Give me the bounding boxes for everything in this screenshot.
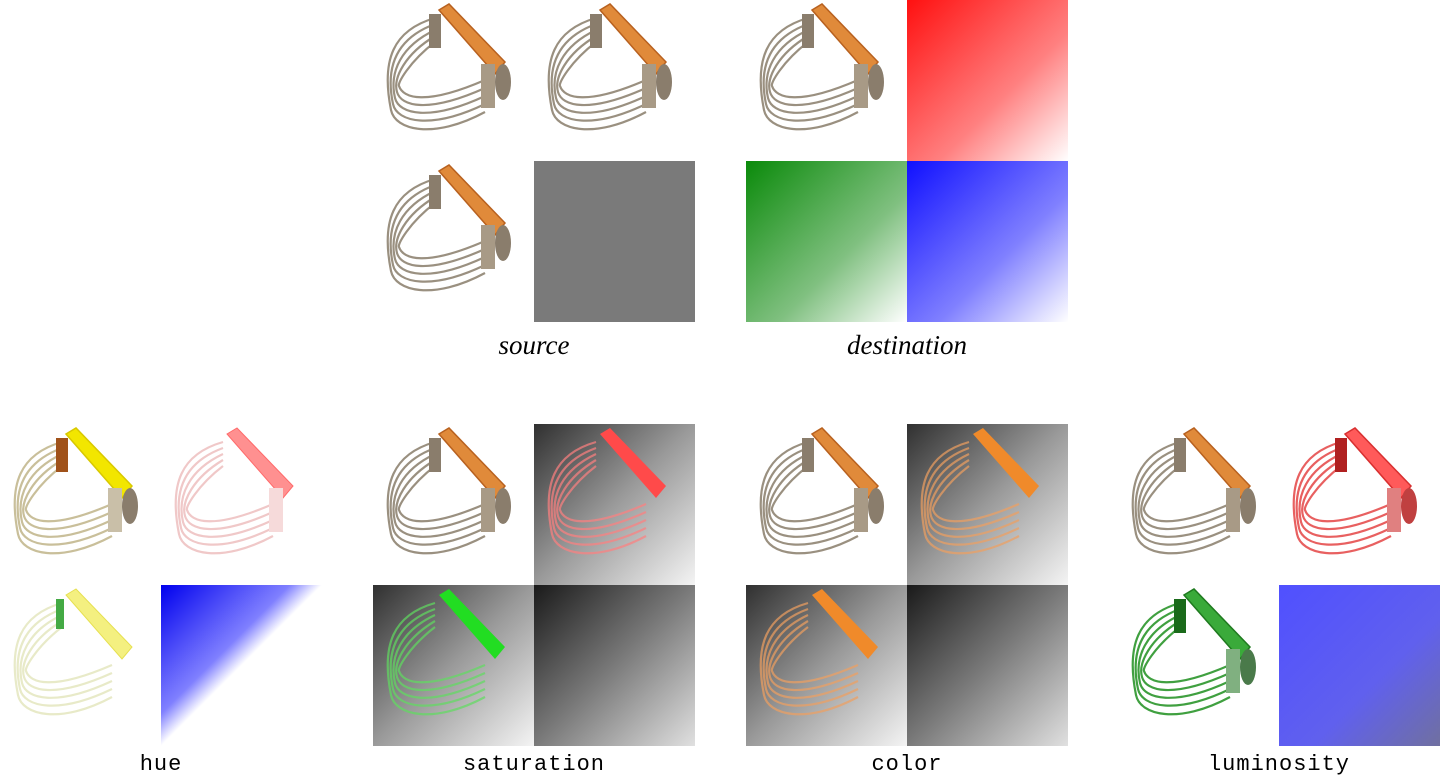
saturation-green-cell <box>373 585 534 746</box>
pastry-cutter-icon <box>373 424 534 585</box>
pastry-cutter-icon <box>1118 585 1279 746</box>
pastry-cutter-icon <box>1118 424 1279 585</box>
source-cutter-top-left <box>373 0 534 161</box>
luminosity-blue-cell <box>1279 585 1440 746</box>
pastry-cutter-icon <box>907 424 1068 585</box>
hue-blue-triangle <box>161 585 322 746</box>
destination-blue-gradient <box>907 161 1068 322</box>
color-cutter <box>746 424 907 585</box>
pastry-cutter-icon <box>373 0 534 161</box>
pastry-cutter-icon <box>0 424 161 585</box>
source-gray-square <box>534 161 695 322</box>
luminosity-red-cutter <box>1279 424 1440 585</box>
color-orange-cell-2 <box>746 585 907 746</box>
pastry-cutter-icon <box>534 424 695 585</box>
color-quad <box>746 424 1068 746</box>
source-cutter-bottom-left <box>373 161 534 322</box>
color-orange-cell-1 <box>907 424 1068 585</box>
color-label: color <box>871 752 943 777</box>
destination-cutter <box>746 0 907 161</box>
hue-cutter-top-left <box>0 424 161 585</box>
pastry-cutter-icon <box>0 585 161 746</box>
pastry-cutter-icon <box>746 585 907 746</box>
luminosity-quad <box>1118 424 1440 746</box>
pastry-cutter-icon <box>534 0 695 161</box>
pastry-cutter-icon <box>373 161 534 322</box>
source-cutter-top-right <box>534 0 695 161</box>
color-gray-cell <box>907 585 1068 746</box>
saturation-cutter <box>373 424 534 585</box>
destination-red-gradient <box>907 0 1068 161</box>
pastry-cutter-icon <box>373 585 534 746</box>
luminosity-label: luminosity <box>1207 752 1351 777</box>
pastry-cutter-icon <box>746 424 907 585</box>
saturation-gray-cell <box>534 585 695 746</box>
pastry-cutter-icon <box>746 0 907 161</box>
saturation-quad <box>373 424 695 746</box>
saturation-label: saturation <box>462 752 606 777</box>
destination-label: destination <box>847 330 967 360</box>
saturation-red-cell <box>534 424 695 585</box>
hue-quad <box>0 424 322 746</box>
luminosity-green-cutter <box>1118 585 1279 746</box>
hue-cutter-bottom-left <box>0 585 161 746</box>
destination-green-gradient <box>746 161 907 322</box>
hue-cutter-top-right <box>161 424 322 585</box>
pastry-cutter-icon <box>161 424 322 585</box>
pastry-cutter-icon <box>1279 424 1440 585</box>
destination-quad <box>746 0 1068 322</box>
source-label: source <box>498 330 570 360</box>
hue-label: hue <box>139 752 183 777</box>
source-quad <box>373 0 695 322</box>
luminosity-cutter <box>1118 424 1279 585</box>
